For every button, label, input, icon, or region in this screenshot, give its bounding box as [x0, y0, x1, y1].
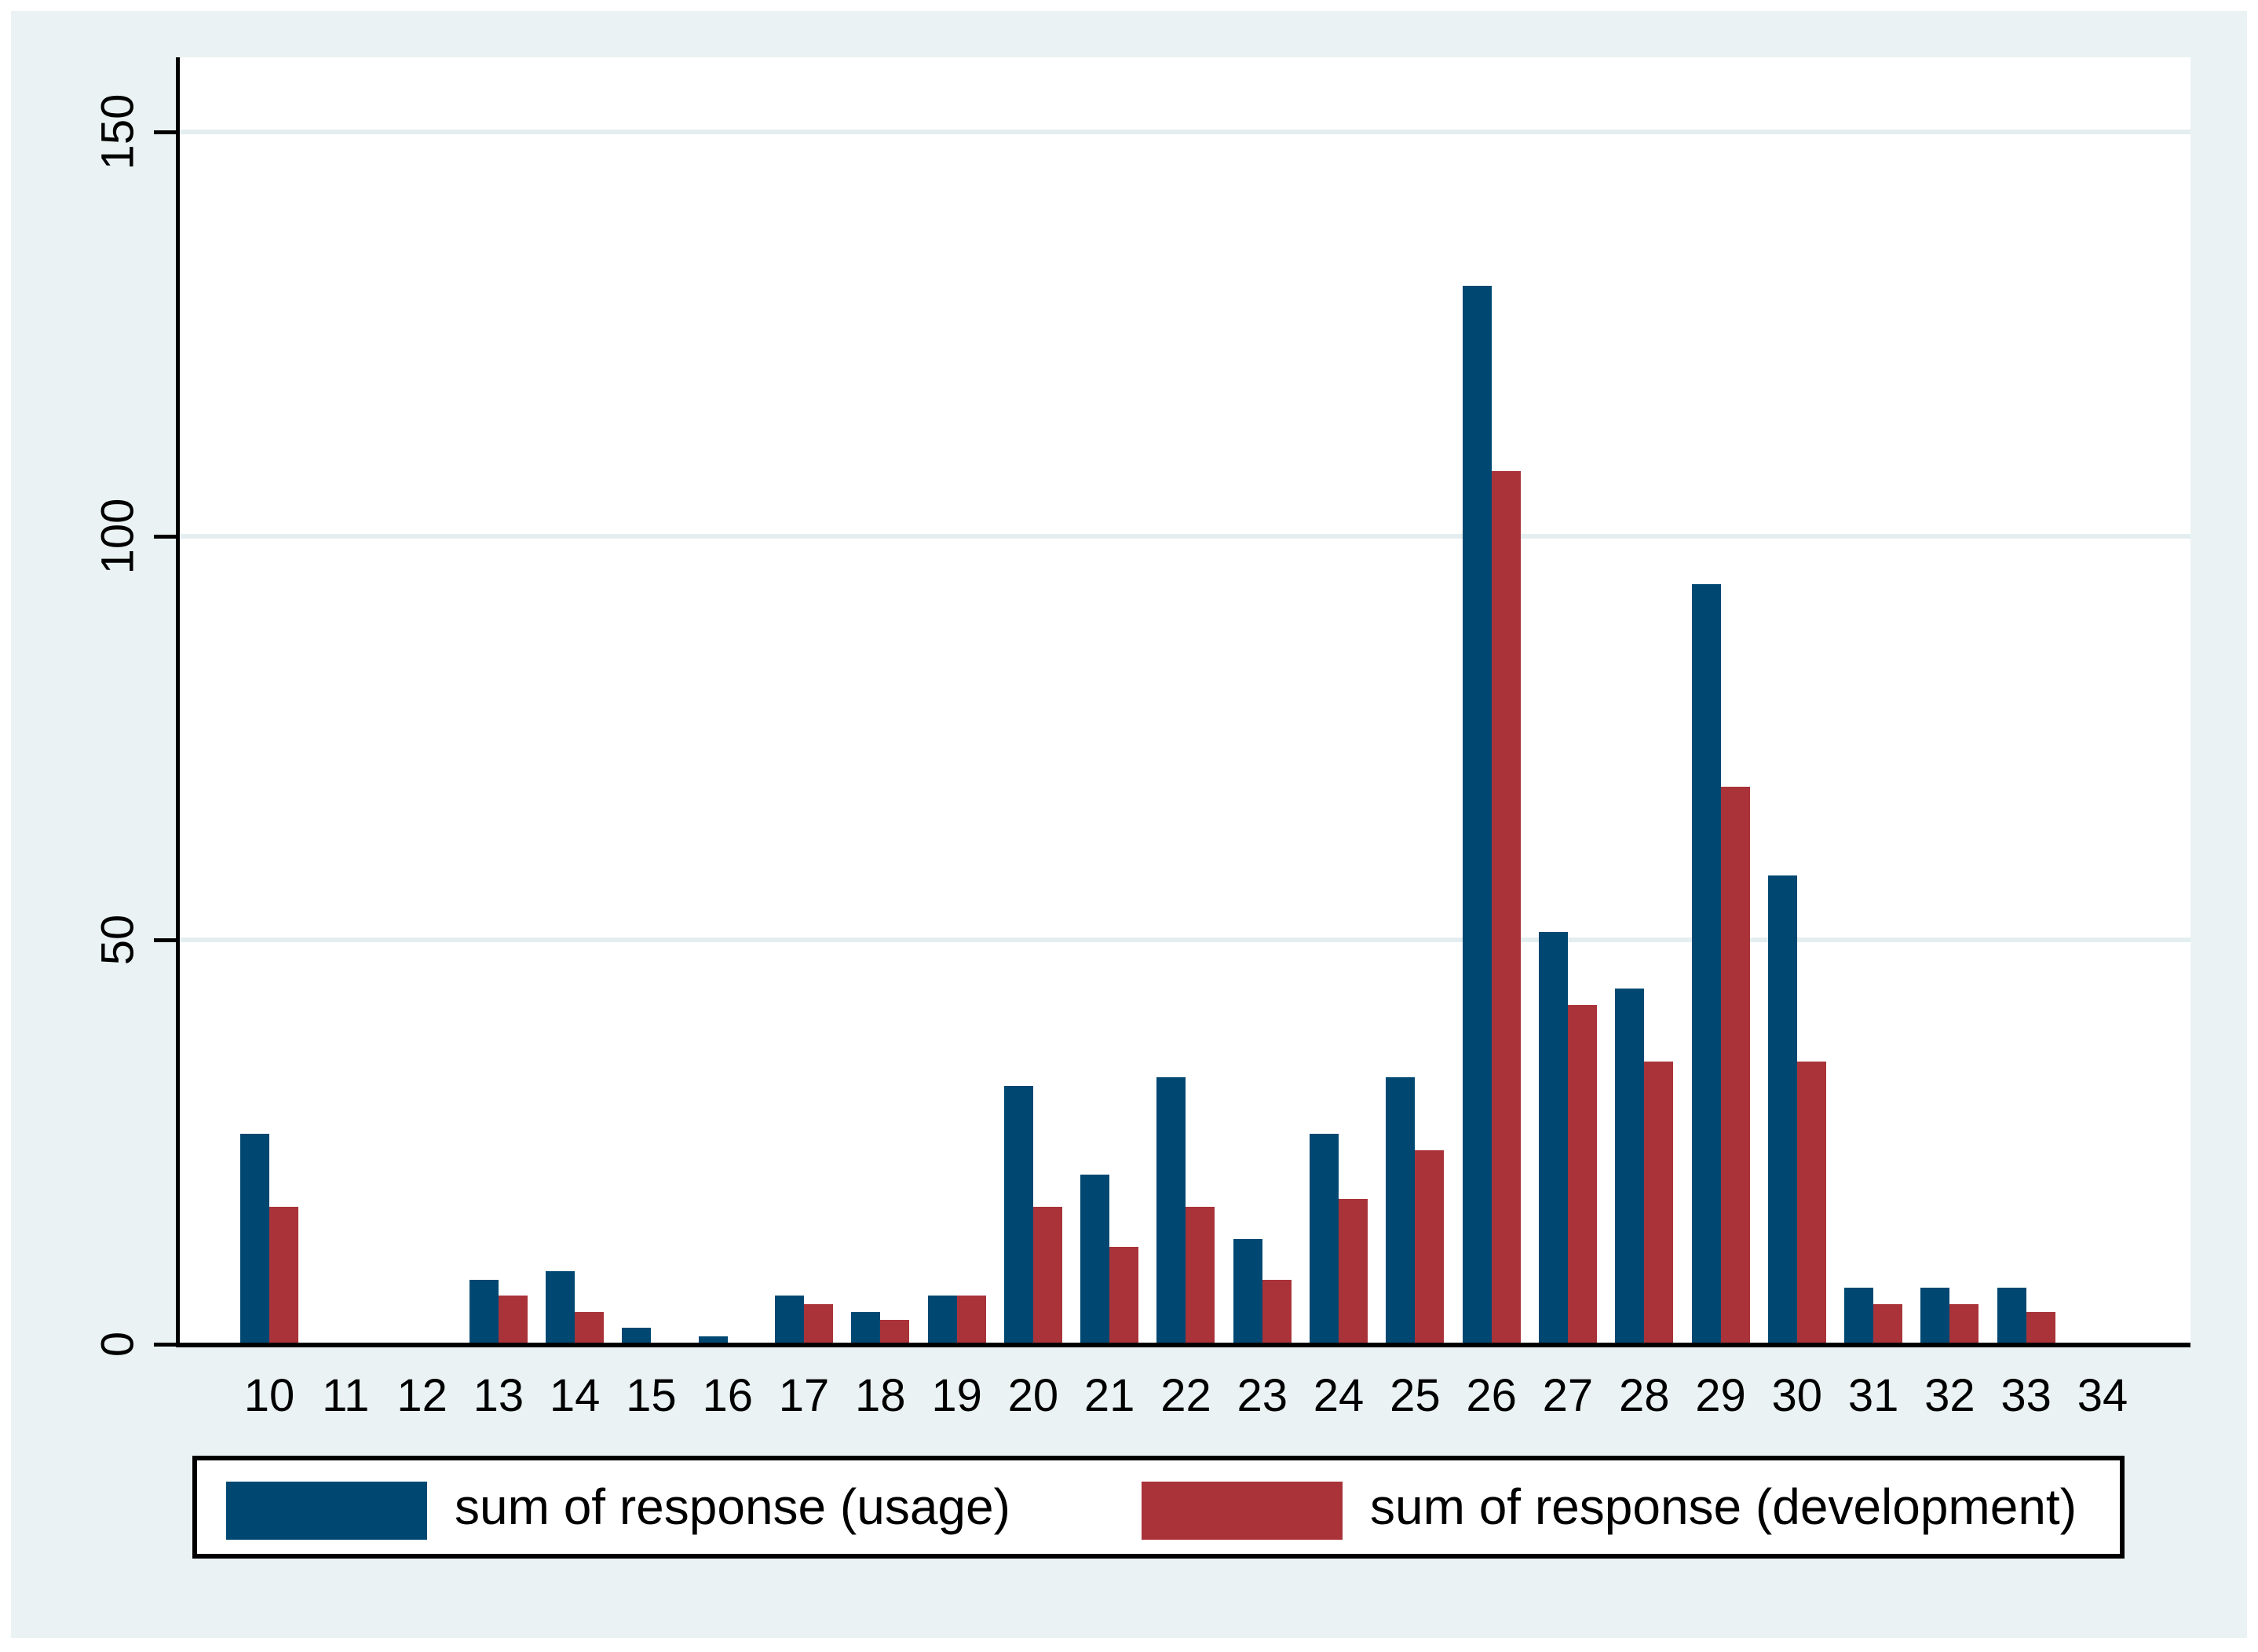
bar-development	[1796, 1061, 1826, 1344]
bar-usage	[1844, 1287, 1874, 1344]
bar-development	[1109, 1247, 1139, 1344]
bar-development	[1339, 1198, 1368, 1344]
bar-development	[1873, 1303, 1903, 1344]
x-tick-label: 10	[243, 1370, 295, 1421]
x-tick-label: 14	[549, 1370, 601, 1421]
bar-development	[2026, 1311, 2055, 1344]
bar-usage	[1386, 1077, 1416, 1344]
x-tick-label: 23	[1237, 1370, 1288, 1421]
x-tick-label: 19	[931, 1370, 982, 1421]
x-tick-label: 32	[1924, 1370, 1975, 1421]
bar-development	[498, 1296, 528, 1344]
bar-usage	[775, 1296, 805, 1344]
x-tick-label: 29	[1695, 1370, 1746, 1421]
bar-usage	[1691, 584, 1721, 1344]
x-tick-label: 18	[855, 1370, 906, 1421]
y-axis-line	[176, 57, 180, 1347]
bar-usage	[927, 1296, 957, 1344]
bar-usage	[1767, 875, 1797, 1344]
legend-label-usage: sum of response (usage)	[455, 1478, 1010, 1535]
bar-usage	[1462, 285, 1492, 1344]
bar-development	[1720, 786, 1750, 1344]
x-tick-label: 33	[2000, 1370, 2052, 1421]
gridline	[177, 937, 2190, 943]
gridline	[177, 130, 2190, 135]
bar-development	[1567, 1004, 1597, 1344]
x-tick-label: 30	[1771, 1370, 1823, 1421]
x-tick-label: 21	[1083, 1370, 1135, 1421]
bar-development	[269, 1207, 298, 1344]
legend-swatch-usage	[226, 1482, 427, 1540]
bar-development	[1415, 1149, 1445, 1344]
x-tick-label: 27	[1542, 1370, 1594, 1421]
bar-development	[1032, 1207, 1062, 1344]
x-tick-label: 22	[1160, 1370, 1211, 1421]
x-tick-label: 20	[1007, 1370, 1059, 1421]
x-tick-label: 16	[702, 1370, 753, 1421]
bar-usage	[1080, 1174, 1110, 1344]
x-tick-label: 13	[473, 1370, 524, 1421]
bar-usage	[1156, 1077, 1186, 1344]
x-tick-label: 25	[1390, 1370, 1441, 1421]
bar-development	[575, 1311, 605, 1344]
bar-usage	[851, 1311, 881, 1344]
x-axis-line	[176, 1343, 2190, 1347]
bar-development	[1262, 1279, 1292, 1344]
x-tick-label: 28	[1618, 1370, 1670, 1421]
bar-usage	[1997, 1287, 2026, 1344]
bar-development	[880, 1320, 910, 1344]
bar-usage	[546, 1271, 575, 1344]
legend-swatch-development	[1142, 1482, 1343, 1540]
bar-development	[1949, 1303, 1979, 1344]
bar-usage	[698, 1336, 728, 1344]
x-tick-label: 24	[1313, 1370, 1365, 1421]
y-tick-label: 150	[92, 93, 144, 170]
x-tick-label: 26	[1466, 1370, 1517, 1421]
bar-development	[956, 1296, 986, 1344]
bar-development	[1644, 1061, 1674, 1344]
y-tick-label: 50	[92, 915, 144, 966]
bar-usage	[1538, 932, 1568, 1344]
y-tick	[154, 1343, 177, 1347]
x-tick-label: 31	[1847, 1370, 1899, 1421]
y-tick-label: 0	[92, 1331, 144, 1358]
y-tick	[154, 130, 177, 135]
gridline	[177, 533, 2190, 539]
legend-label-development: sum of response (development)	[1370, 1478, 2077, 1535]
x-tick-label: 15	[626, 1370, 677, 1421]
bar-usage	[240, 1134, 269, 1344]
x-tick-label: 12	[396, 1370, 448, 1421]
bar-usage	[469, 1279, 499, 1344]
x-tick-label: 34	[2077, 1370, 2128, 1421]
bar-development	[1186, 1207, 1215, 1344]
bar-usage	[1233, 1239, 1262, 1344]
bar-usage	[1615, 989, 1645, 1344]
bar-usage	[1920, 1287, 1950, 1344]
x-tick-label: 11	[322, 1370, 370, 1421]
bar-usage	[1310, 1134, 1339, 1344]
bar-development	[804, 1303, 834, 1344]
bar-development	[1491, 471, 1521, 1344]
y-tick	[154, 534, 177, 539]
y-tick	[154, 938, 177, 943]
bar-usage	[1003, 1085, 1033, 1344]
y-tick-label: 100	[92, 498, 144, 575]
bar-usage	[622, 1328, 652, 1344]
legend: sum of response (usage) sum of response …	[192, 1456, 2125, 1559]
x-tick-label: 17	[778, 1370, 830, 1421]
